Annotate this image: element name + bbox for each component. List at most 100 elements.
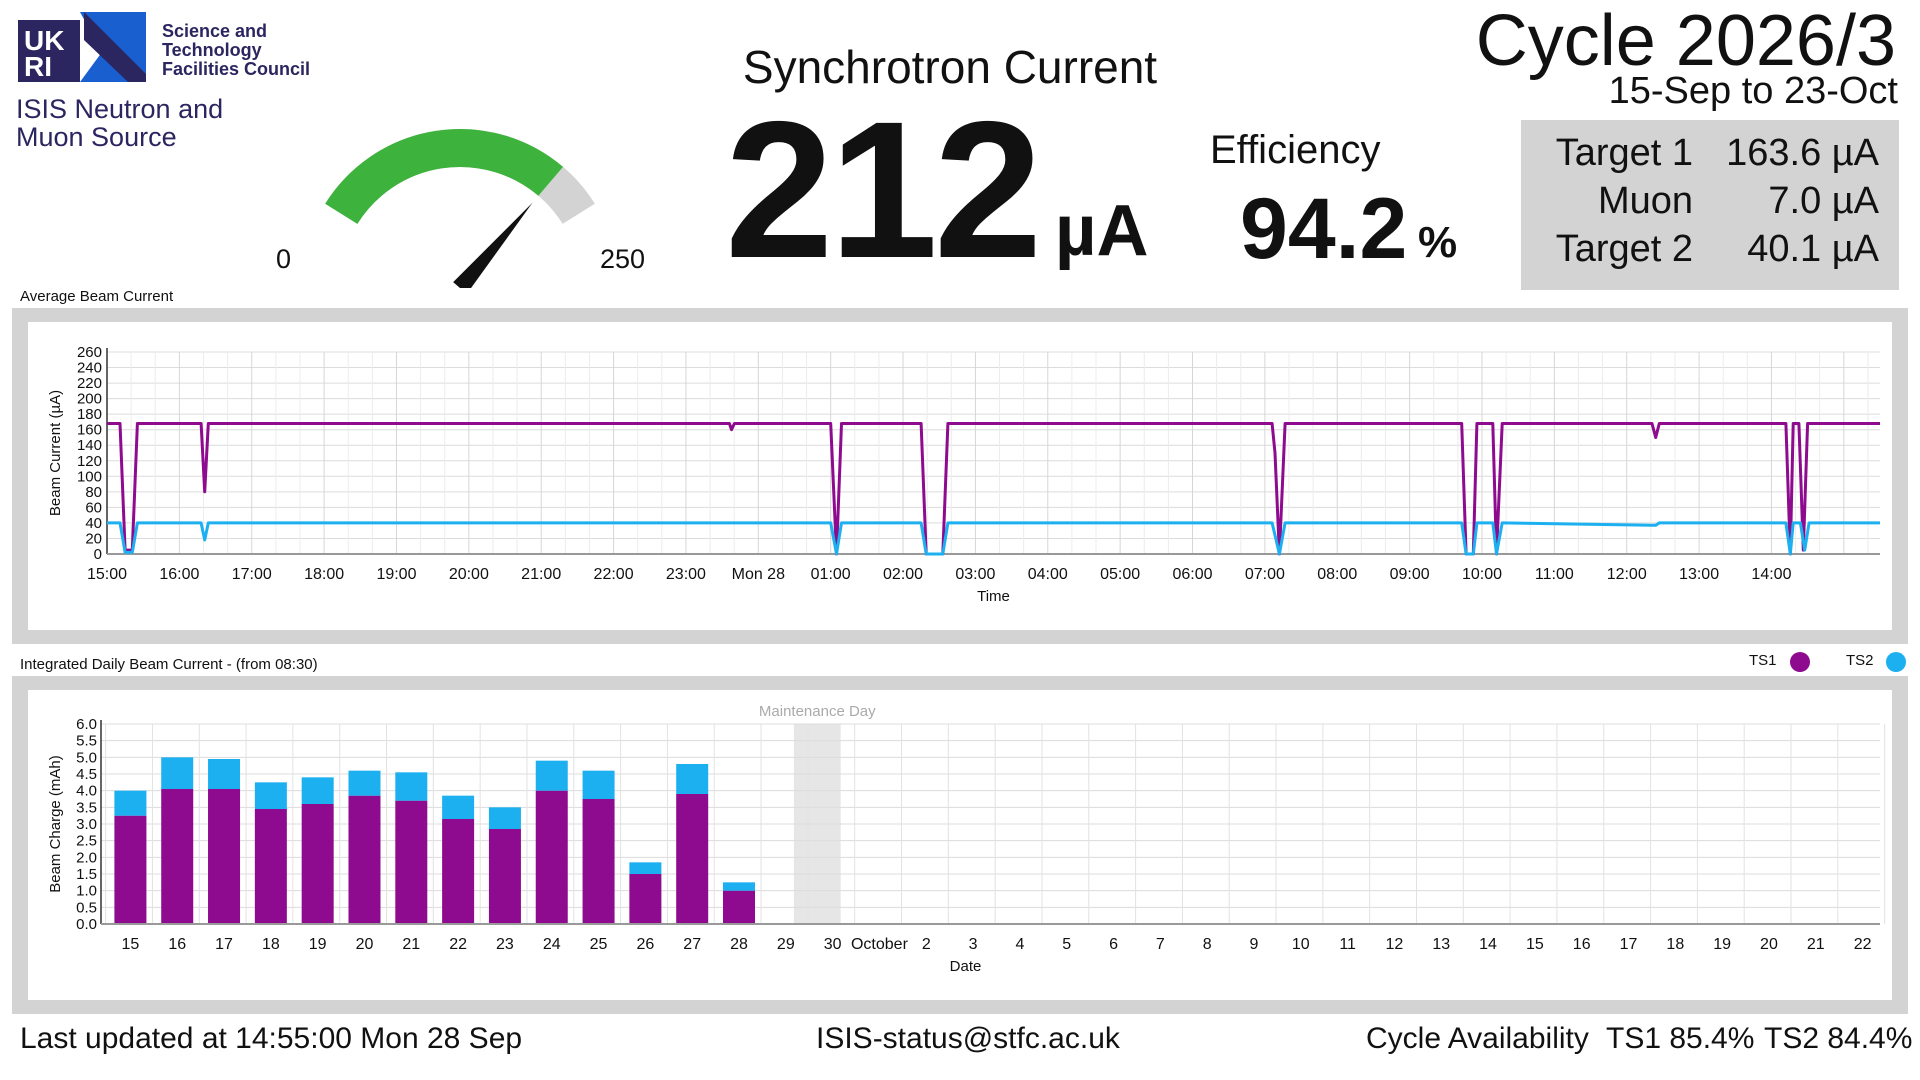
line-y-tick-label: 60 (85, 499, 102, 516)
efficiency-value: 94.2 (1240, 181, 1408, 277)
line-x-tick-label: 16:00 (159, 566, 199, 583)
stfc-name-line-2: Technology (162, 40, 262, 60)
target-name: Target 2 (1555, 228, 1693, 270)
bar-x-tick-label: 14 (1479, 936, 1497, 953)
line-y-tick-label: 200 (77, 391, 102, 408)
bar-ts2 (348, 770, 381, 796)
bar-ts1 (442, 819, 475, 924)
bar-ts1 (301, 804, 334, 924)
line-x-tick-label: 21:00 (521, 566, 561, 583)
bar-x-tick-label: 3 (969, 936, 978, 953)
synchrotron-title: Synchrotron Current (742, 41, 1158, 93)
line-x-tick-label: 05:00 (1100, 566, 1140, 583)
bar-y-tick-label: 5.5 (76, 733, 97, 750)
line-x-tick-label: 14:00 (1751, 566, 1791, 583)
bar-x-tick-label: 19 (309, 936, 327, 953)
line-y-tick-label: 160 (77, 422, 102, 439)
bar-x-tick-label: 17 (215, 936, 233, 953)
bar-y-tick-label: 2.5 (76, 833, 97, 850)
bar-ts2 (114, 790, 147, 816)
daily-charge-panel: Maintenance Day 0.0 0.5 1.0 1.5 2.0 2.5 3.0 3.5 4… (12, 676, 1908, 1014)
status-email-link[interactable]: ISIS-status@stfc.ac.uk (816, 1022, 1120, 1055)
target-row: Muon 7.0 µA (1521, 180, 1899, 228)
line-y-tick-label: 20 (85, 530, 102, 547)
bar-x-tick-label: 2 (922, 936, 931, 953)
synchrotron-unit: µA (1055, 191, 1149, 271)
bar-x-tick-label: 29 (777, 936, 795, 953)
line-y-tick-label: 0 (94, 546, 102, 563)
line-x-tick-label: 22:00 (594, 566, 634, 583)
bar-ts1 (488, 829, 521, 924)
bar-y-tick-label: 3.5 (76, 799, 97, 816)
bar-y-tick-label: 1.5 (76, 866, 97, 883)
legend-ts1-label: TS1 (1749, 652, 1777, 669)
bar-ts1 (535, 790, 568, 924)
line-y-tick-label: 220 (77, 375, 102, 392)
line-x-tick-label: 18:00 (304, 566, 344, 583)
bar-x-tick-label: 25 (590, 936, 608, 953)
line-x-tick-label: 15:00 (87, 566, 127, 583)
line-x-tick-label: 17:00 (232, 566, 272, 583)
line-x-axis-label: Time (977, 588, 1010, 605)
isis-name-line-1: ISIS Neutron and (16, 94, 224, 124)
bar-x-tick-label: 9 (1250, 936, 1259, 953)
efficiency-unit: % (1418, 218, 1458, 267)
line-y-tick-label: 240 (77, 360, 102, 377)
bar-x-tick-label: 20 (1760, 936, 1778, 953)
line-x-tick-label: 13:00 (1679, 566, 1719, 583)
bar-x-tick-label: 10 (1292, 936, 1310, 953)
cycle-availability-label: Cycle Availability (1366, 1022, 1589, 1055)
series-line-ts2 (107, 521, 1880, 556)
bar-x-tick-label: 21 (402, 936, 420, 953)
bar-y-axis-label: Beam Charge (mAh) (47, 755, 64, 893)
daily-charge-chart-area: Maintenance Day 0.0 0.5 1.0 1.5 2.0 2.5 3.0 3.5 4… (28, 690, 1892, 1000)
bar-x-tick-label: 11 (1339, 936, 1356, 953)
target-row: Target 2 40.1 µA (1521, 228, 1899, 276)
last-updated: Last updated at 14:55:00 Mon 28 Sep (20, 1022, 523, 1055)
bar-ts1 (629, 874, 662, 924)
targets-panel: Target 1 163.6 µA Muon 7.0 µA Target 2 4… (1521, 120, 1899, 290)
gauge-fill (325, 129, 563, 225)
line-x-tick-label: 03:00 (955, 566, 995, 583)
bar-x-tick-label: 24 (543, 936, 561, 953)
line-x-tick-label: 06:00 (1172, 566, 1212, 583)
line-x-tick-label: 01:00 (811, 566, 851, 583)
line-y-tick-label: 100 (77, 468, 102, 485)
line-x-tick-label: 12:00 (1607, 566, 1647, 583)
bar-ts2 (723, 882, 756, 891)
bar-y-tick-label: 6.0 (76, 716, 97, 733)
line-y-tick-label: 140 (77, 437, 102, 454)
bar-x-tick-label: 22 (1854, 936, 1872, 953)
bar-y-tick-label: 3.0 (76, 816, 97, 833)
bar-ts1 (208, 789, 241, 924)
bar-ts1 (114, 815, 147, 924)
bar-x-tick-label: 15 (1526, 936, 1544, 953)
bar-x-tick-label: 28 (730, 936, 748, 953)
line-y-tick-label: 80 (85, 484, 102, 501)
beam-panel-title: Average Beam Current (20, 288, 174, 305)
line-y-tick-label: 120 (77, 453, 102, 470)
bar-ts2 (535, 760, 568, 791)
line-x-tick-label: 19:00 (376, 566, 416, 583)
target-value: 163.6 µA (1726, 132, 1879, 174)
bar-ts2 (629, 862, 662, 874)
line-x-tick-label: 02:00 (883, 566, 923, 583)
bar-x-tick-label: 17 (1620, 936, 1638, 953)
bar-ts1 (723, 890, 756, 924)
gauge-min-label: 0 (276, 244, 292, 274)
beam-current-panel: 0 20 40 60 80 100 120 140 160 180 200 220 240 260 15:0… (12, 308, 1908, 644)
line-chart-grid (106, 351, 1880, 555)
bar-x-tick-label: 20 (356, 936, 374, 953)
ukri-logo: UK RI (18, 12, 148, 82)
bar-x-tick-label: 13 (1432, 936, 1450, 953)
line-y-tick-label: 40 (85, 515, 102, 532)
daily-charge-chart: Maintenance Day0.00.51.01.52.02.53.03.54… (47, 703, 1886, 975)
bar-x-tick-label: 18 (1666, 936, 1684, 953)
bar-y-tick-label: 5.0 (76, 749, 97, 766)
isis-name-line-2: Muon Source (16, 122, 177, 152)
bar-x-tick-label: 12 (1386, 936, 1404, 953)
line-x-tick-label: 23:00 (666, 566, 706, 583)
bar-x-tick-label: 7 (1156, 936, 1165, 953)
bar-y-tick-label: 4.0 (76, 783, 97, 800)
